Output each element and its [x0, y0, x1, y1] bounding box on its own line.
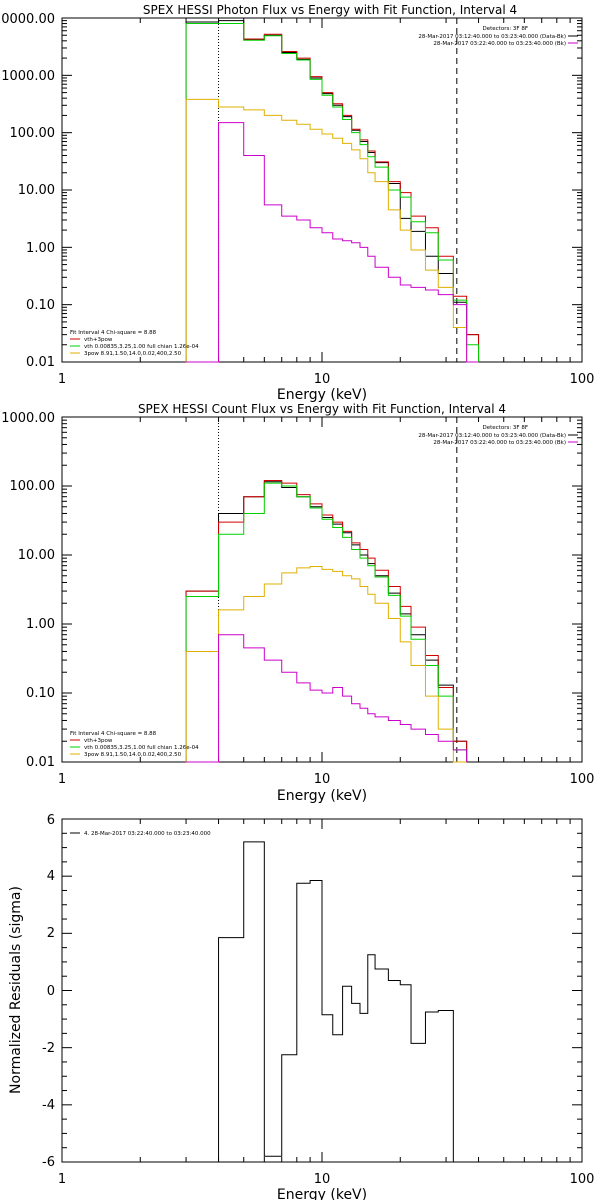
panel1-xtick-10: 10: [314, 372, 331, 387]
panel3-xtick-10: 10: [314, 1172, 331, 1187]
panel1-plot-frame: [61, 17, 583, 363]
panel2-ytick-1: 0.10: [26, 686, 55, 701]
panel1-legend-right: Detectors: 3F 8F 28-Mar-2017 03:12:40.00…: [418, 26, 578, 47]
panel2-legend-fit-info: Fit Interval 4 Chi-square = 8.88: [70, 731, 157, 737]
panel1-ytick-1: 0.10: [26, 298, 55, 313]
panel3-y-axis-label: Normalized Residuals (sigma): [8, 886, 24, 1094]
panel2-legend-data-interval: 28-Mar-2017 03:12:40.000 to 03:23:40.000…: [418, 433, 566, 439]
count-flux-panel: SPEX HESSI Count Flux vs Energy with Fit…: [1, 402, 594, 804]
panel1-ytick-3: 10.00: [18, 183, 55, 198]
panel3-ytick-4: 2: [47, 926, 55, 941]
panel1-ytick-2: 1.00: [26, 241, 55, 256]
panel1-x-tick-labels: 1 10 100: [58, 372, 595, 387]
panel2-series-vth: [185, 482, 468, 762]
panel3-legend-interval: 4. 28-Mar-2017 03:22:40.000 to 03:23:40.…: [84, 831, 211, 837]
panel1-legend-detectors: Detectors: 3F 8F: [482, 26, 528, 32]
panel1-axis-ticks: [61, 18, 582, 363]
panel3-ytick-3: 0: [47, 984, 55, 999]
panel3-xtick-1: 1: [58, 1172, 66, 1187]
panel2-series-data: [185, 481, 468, 762]
panel3-ytick-0: -6: [42, 1155, 55, 1170]
panel1-series-total: [185, 23, 480, 362]
panel1-series-data: [185, 20, 480, 362]
panel2-legend-right: Detectors: 3F 8F 28-Mar-2017 03:12:40.00…: [418, 425, 578, 446]
panel3-x-tick-labels: 1 10 100: [58, 1172, 595, 1187]
residuals-panel: 1 10 100 -6 -4 -2 0 2 4 6 Energy (keV) N…: [8, 813, 595, 1203]
panel2-xtick-1: 1: [58, 772, 66, 787]
panel2-legend-left: Fit Interval 4 Chi-square = 8.88 vth+3po…: [70, 731, 199, 758]
panel1-ytick-0: 0.01: [26, 355, 55, 370]
panel1-legend-data-interval: 28-Mar-2017 03:12:40.000 to 03:23:40.000…: [418, 34, 566, 40]
panel2-y-tick-labels: 0.01 0.10 1.00 10.00 100.00 1000.00: [1, 411, 55, 770]
panel3-series-data: [218, 841, 454, 1162]
panel2-series-total: [185, 480, 468, 762]
panel1-ytick-6: 10000.00: [0, 12, 55, 27]
panel1-legend-total: vth+3pow: [84, 337, 113, 343]
panel1-legend-vth: vth 0.00835,3.25,1.00 full chian 1.26e-0…: [84, 344, 199, 350]
panel1-xtick-1: 1: [58, 372, 66, 387]
panel2-ytick-3: 10.00: [18, 548, 55, 563]
panel3-ytick-6: 6: [47, 813, 55, 828]
panel3-ytick-5: 4: [47, 869, 55, 884]
panel2-legend-bk-interval: 28-Mar-2017 03:22:40.000 to 03:23:40.000…: [433, 440, 566, 446]
panel2-series-bk: [186, 634, 468, 763]
panel2-x-tick-labels: 1 10 100: [58, 772, 595, 787]
panel2-plot-frame: [61, 416, 583, 763]
panel2-legend-total: vth+3pow: [84, 738, 113, 744]
panel1-ytick-4: 100.00: [10, 126, 56, 141]
panel2-legend-vth: vth 0.00835,3.25,1.00 full chian 1.26e-0…: [84, 745, 199, 751]
panel1-legend-left: Fit Interval 4 Chi-square = 8.88 vth+3po…: [70, 330, 199, 357]
panel2-ytick-0: 0.01: [26, 755, 55, 770]
panel1-series-pow: [185, 98, 479, 363]
panel2-xtick-100: 100: [570, 772, 595, 787]
panel2-legend-pow: 3pow 8.91,1.50,14.0,0.02,400,2.50: [84, 752, 182, 758]
panel3-axis-ticks: [61, 818, 582, 1163]
panel1-ytick-5: 1000.00: [1, 69, 55, 84]
panel1-title: SPEX HESSI Photon Flux vs Energy with Fi…: [143, 3, 517, 17]
panel2-x-axis-label: Energy (keV): [277, 788, 367, 804]
panel1-xtick-100: 100: [570, 372, 595, 387]
panel3-ytick-1: -4: [42, 1098, 55, 1113]
panel3-y-tick-labels: -6 -4 -2 0 2 4 6: [42, 813, 55, 1170]
panel2-series-pow: [185, 566, 467, 763]
panel3-ytick-2: -2: [42, 1041, 55, 1056]
panel3-x-axis-label: Energy (keV): [277, 1187, 367, 1200]
panel1-y-tick-labels: 0.01 0.10 1.00 10.00 100.00 1000.00 1000…: [0, 12, 55, 370]
panel3-xtick-100: 100: [570, 1172, 595, 1187]
photon-flux-panel: SPEX HESSI Photon Flux vs Energy with Fi…: [0, 3, 594, 403]
panel1-legend-fit-info: Fit Interval 4 Chi-square = 8.88: [70, 330, 157, 336]
panel1-series-vth: [185, 23, 480, 362]
panel2-ytick-2: 1.00: [26, 617, 55, 632]
panel2-xtick-10: 10: [314, 772, 331, 787]
panel2-ytick-5: 1000.00: [1, 411, 55, 426]
panel2-legend-detectors: Detectors: 3F 8F: [482, 425, 528, 431]
panel1-series-bk: [186, 122, 479, 363]
panel2-title: SPEX HESSI Count Flux vs Energy with Fit…: [138, 402, 506, 416]
panel1-legend-bk-interval: 28-Mar-2017 03:22:40.000 to 03:23:40.000…: [433, 41, 566, 47]
panel1-x-axis-label: Energy (keV): [277, 387, 367, 403]
panel1-legend-pow: 3pow 8.91,1.50,14.0,0.02,400,2.50: [84, 351, 182, 357]
panel3-legend: 4. 28-Mar-2017 03:22:40.000 to 03:23:40.…: [70, 831, 211, 837]
panel2-axis-ticks: [61, 417, 582, 763]
panel2-ytick-4: 100.00: [10, 479, 56, 494]
